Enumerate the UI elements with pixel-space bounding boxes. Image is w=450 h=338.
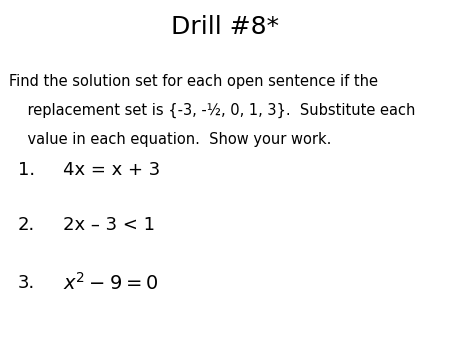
Text: 2.: 2. <box>18 216 35 234</box>
Text: Find the solution set for each open sentence if the: Find the solution set for each open sent… <box>9 74 378 89</box>
Text: 2x – 3 < 1: 2x – 3 < 1 <box>63 216 155 234</box>
Text: 3.: 3. <box>18 274 35 292</box>
Text: 4x = x + 3: 4x = x + 3 <box>63 161 160 178</box>
Text: $x^2-9=0$: $x^2-9=0$ <box>63 272 158 294</box>
Text: value in each equation.  Show your work.: value in each equation. Show your work. <box>9 132 331 147</box>
Text: Drill #8*: Drill #8* <box>171 15 279 39</box>
Text: replacement set is {-3, -½, 0, 1, 3}.  Substitute each: replacement set is {-3, -½, 0, 1, 3}. Su… <box>9 103 415 118</box>
Text: 1.: 1. <box>18 161 35 178</box>
